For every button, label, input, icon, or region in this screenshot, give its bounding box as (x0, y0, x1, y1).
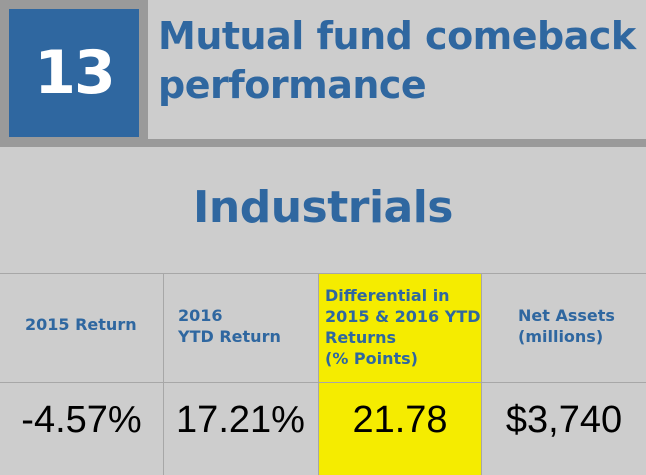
table-row-divider (0, 382, 646, 383)
rank-badge: 13 (9, 9, 139, 137)
header-line: 2016 (178, 306, 223, 325)
value-2015-return: -4.57% (21, 399, 142, 441)
returns-table: 2015 Return 2016 YTD Return Differential… (0, 273, 646, 475)
header-2015-return: 2015 Return (25, 314, 137, 335)
header-line: 2015 & 2016 YTD (325, 307, 481, 326)
header-differential: Differential in 2015 & 2016 YTD Returns … (325, 285, 481, 369)
header-line: YTD Return (178, 327, 281, 346)
header-line: Returns (325, 328, 397, 347)
table-top-border (0, 273, 646, 274)
column-divider (163, 273, 164, 475)
header-line: (% Points) (325, 349, 418, 368)
header-line: 2015 Return (25, 315, 137, 334)
header-2016-ytd-return: 2016 YTD Return (178, 305, 281, 347)
value-net-assets: $3,740 (505, 399, 623, 441)
column-divider (318, 273, 319, 475)
page-title-line-2: performance (158, 63, 427, 107)
rank-number: 13 (34, 38, 115, 108)
header-net-assets: Net Assets (millions) (518, 305, 615, 347)
header-line: Differential in (325, 286, 450, 305)
rank-frame: 13 (0, 0, 148, 146)
highlighted-column (318, 273, 482, 475)
page-title-line-1: Mutual fund comeback (158, 14, 636, 58)
page-title: Mutual fund comeback performance (158, 12, 643, 110)
section-title: Industrials (193, 182, 453, 233)
header-divider (0, 139, 646, 147)
header-line: (millions) (518, 327, 604, 346)
value-differential: 21.78 (352, 399, 448, 441)
value-2016-ytd-return: 17.21% (176, 399, 305, 441)
header-line: Net Assets (518, 306, 615, 325)
column-divider (481, 273, 482, 475)
